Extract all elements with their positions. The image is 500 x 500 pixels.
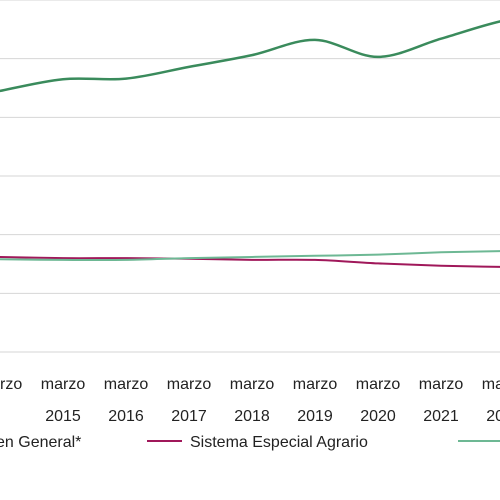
x-tick-month: marzo: [167, 376, 212, 393]
x-tick-year: 2020: [360, 408, 396, 425]
x-tick-month: marzo: [0, 376, 22, 393]
x-tick-month: marzo: [482, 376, 500, 393]
x-tick-month: marzo: [230, 376, 275, 393]
x-tick-year: 2022: [486, 408, 500, 425]
x-tick-year: 2017: [171, 408, 207, 425]
x-tick-year: 2019: [297, 408, 333, 425]
x-tick-year: 2016: [108, 408, 144, 425]
series-line-1: [0, 20, 500, 93]
legend: en General* Sistema Especial Agrario: [0, 434, 500, 451]
series-lines: [0, 20, 500, 268]
series-line-3: [0, 250, 500, 262]
x-tick-month: marzo: [419, 376, 464, 393]
x-tick-month: marzo: [104, 376, 149, 393]
x-tick-month: marzo: [356, 376, 401, 393]
x-axis-ticks: marzo marzo 2015 marzo 2016 marzo 2017 marzo 201…: [0, 376, 500, 425]
series-line-2: [0, 255, 500, 268]
x-tick-month: marzo: [293, 376, 338, 393]
x-tick-year: 2015: [45, 408, 81, 425]
x-tick-year: 2021: [423, 408, 459, 425]
gridlines: [0, 0, 500, 353]
legend-label: en General*: [0, 434, 81, 451]
x-tick-month: marzo: [41, 376, 86, 393]
legend-label: Sistema Especial Agrario: [190, 434, 368, 451]
x-tick-year: 2018: [234, 408, 270, 425]
